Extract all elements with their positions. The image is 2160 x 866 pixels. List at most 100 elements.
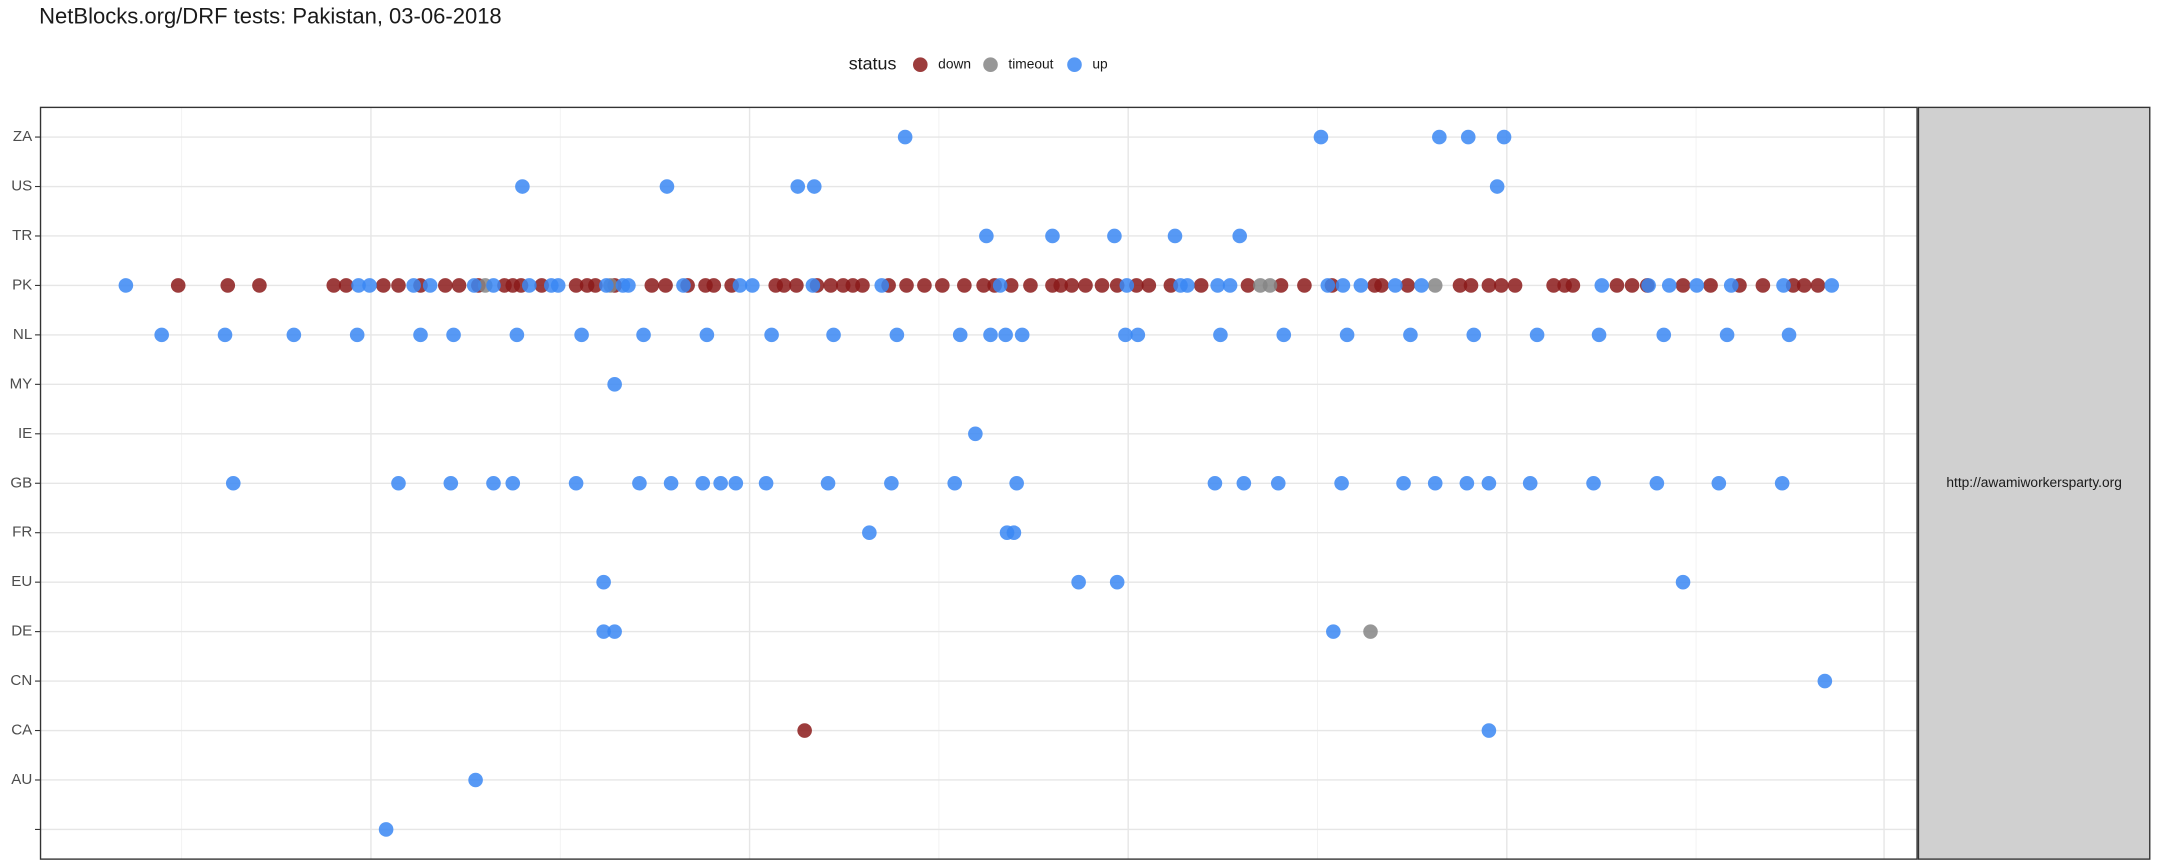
point bbox=[1466, 327, 1482, 343]
point bbox=[607, 377, 622, 392]
point bbox=[1774, 475, 1790, 491]
legend-title: status bbox=[849, 53, 897, 73]
point bbox=[574, 327, 589, 343]
point bbox=[621, 278, 636, 293]
point bbox=[1586, 475, 1601, 491]
point bbox=[797, 723, 812, 738]
y-tick-label: AU bbox=[11, 771, 32, 788]
point bbox=[1463, 278, 1479, 293]
point bbox=[596, 574, 611, 590]
point bbox=[1276, 327, 1292, 343]
y-tick-label: CA bbox=[11, 722, 33, 739]
point bbox=[992, 278, 1008, 293]
point bbox=[378, 822, 394, 837]
point bbox=[225, 475, 241, 491]
point bbox=[1507, 278, 1523, 293]
point bbox=[1481, 278, 1497, 293]
legend-label: timeout bbox=[1008, 56, 1053, 71]
point bbox=[550, 278, 566, 293]
point bbox=[118, 278, 134, 293]
y-tick-label: MY bbox=[10, 375, 33, 392]
point bbox=[1414, 278, 1429, 293]
point bbox=[1400, 278, 1415, 293]
point bbox=[376, 278, 391, 293]
point bbox=[1711, 475, 1727, 491]
point bbox=[451, 278, 467, 293]
point bbox=[1107, 228, 1122, 244]
point bbox=[758, 475, 774, 491]
point bbox=[1003, 278, 1019, 293]
point bbox=[1232, 228, 1248, 244]
point bbox=[899, 278, 914, 293]
point bbox=[443, 475, 459, 491]
point bbox=[596, 624, 611, 639]
point bbox=[658, 278, 673, 293]
point bbox=[1481, 475, 1497, 491]
y-tick-label: GB bbox=[10, 474, 32, 491]
point bbox=[1824, 278, 1840, 293]
point bbox=[1452, 278, 1468, 293]
point bbox=[568, 475, 584, 491]
point bbox=[820, 475, 836, 491]
point bbox=[1326, 624, 1341, 639]
point bbox=[699, 327, 715, 343]
point bbox=[1353, 278, 1369, 293]
point bbox=[1320, 278, 1336, 293]
point bbox=[1270, 475, 1286, 491]
point bbox=[446, 327, 461, 343]
point bbox=[1053, 278, 1069, 293]
point bbox=[1014, 327, 1030, 343]
point bbox=[1210, 278, 1225, 293]
chart-title: NetBlocks.org/DRF tests: Pakistan, 03-06… bbox=[39, 4, 502, 29]
point bbox=[1609, 278, 1625, 293]
point bbox=[1297, 278, 1312, 293]
point bbox=[1387, 278, 1403, 293]
point bbox=[1078, 278, 1093, 293]
y-tick-label: CN bbox=[10, 672, 32, 689]
point bbox=[154, 327, 169, 343]
point bbox=[362, 278, 377, 293]
point bbox=[1141, 278, 1157, 293]
point bbox=[1222, 278, 1238, 293]
point bbox=[979, 228, 994, 244]
legend-label: up bbox=[1092, 56, 1108, 71]
point bbox=[676, 278, 691, 293]
legend-swatch bbox=[912, 57, 928, 73]
point bbox=[659, 179, 675, 194]
point bbox=[1689, 278, 1705, 293]
y-tick-label: FR bbox=[12, 524, 32, 541]
point bbox=[1489, 179, 1505, 194]
point bbox=[968, 426, 983, 442]
point bbox=[1262, 278, 1278, 293]
point bbox=[1334, 475, 1349, 491]
point bbox=[568, 278, 584, 293]
point bbox=[644, 278, 660, 293]
point bbox=[874, 278, 890, 293]
point bbox=[1403, 327, 1418, 343]
point bbox=[1180, 278, 1195, 293]
point bbox=[1167, 228, 1183, 244]
point bbox=[1810, 278, 1826, 293]
point bbox=[1119, 278, 1135, 293]
point bbox=[438, 278, 453, 293]
point bbox=[286, 327, 302, 343]
point bbox=[1023, 278, 1038, 293]
legend-swatch bbox=[1067, 57, 1082, 73]
point bbox=[998, 327, 1013, 343]
points bbox=[118, 129, 1840, 837]
point bbox=[826, 327, 841, 343]
y-tick-label: ZA bbox=[13, 128, 33, 145]
point bbox=[1496, 129, 1512, 145]
point bbox=[1776, 278, 1791, 293]
point bbox=[1236, 475, 1252, 491]
y-tick-label: IE bbox=[18, 425, 32, 442]
y-tick-label: DE bbox=[11, 623, 32, 640]
facet-label: http://awamiworkersparty.org bbox=[1946, 475, 2122, 490]
point bbox=[1656, 327, 1672, 343]
point bbox=[391, 475, 406, 491]
point bbox=[789, 278, 804, 293]
point bbox=[406, 278, 421, 293]
point bbox=[732, 278, 748, 293]
point bbox=[1064, 278, 1080, 293]
point bbox=[521, 278, 537, 293]
